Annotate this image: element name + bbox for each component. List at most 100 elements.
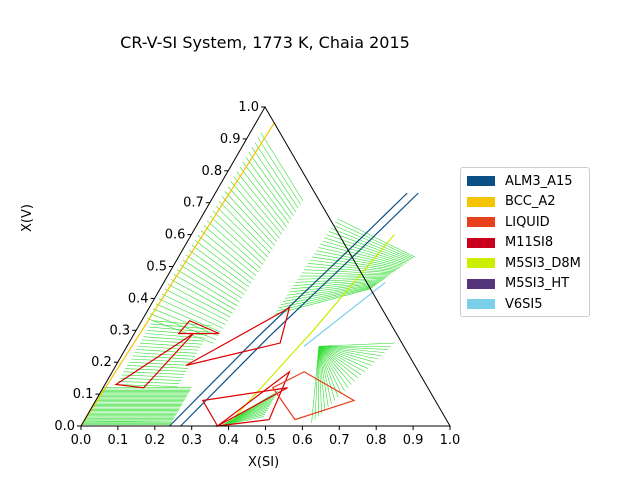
tie-line [318, 346, 362, 376]
tie-line [305, 266, 393, 274]
tie-line [276, 287, 372, 312]
tie-line [179, 264, 240, 303]
tie-line [221, 196, 273, 250]
legend-label: ALM3_A15 [505, 173, 573, 189]
tie-line [322, 240, 405, 265]
legend-item: BCC_A2 [467, 194, 556, 209]
bcc-boundary [80, 122, 275, 427]
tie-line [161, 293, 226, 325]
y-tick-label: 0.9 [220, 132, 241, 147]
tie-line [236, 171, 285, 231]
legend-label: M5SI3_D8M [505, 255, 581, 271]
tie-line [274, 288, 371, 315]
tie-line [170, 279, 233, 314]
tie-line [139, 342, 201, 348]
tie-line [176, 269, 238, 307]
legend-swatch [467, 258, 495, 268]
tie-line [260, 132, 304, 201]
tie-line [143, 336, 204, 342]
tie-line [141, 339, 203, 345]
tie-line [245, 156, 292, 220]
legend-swatch [467, 176, 495, 186]
x-tick-label: 0.9 [403, 433, 424, 448]
tie-line [209, 215, 264, 265]
tie-line [147, 330, 208, 336]
tie-line [132, 355, 194, 360]
tie-line [230, 181, 280, 239]
tie-line [309, 259, 396, 272]
three-phase-triangles [114, 306, 356, 427]
tie-line [182, 259, 243, 299]
legend-item: ALM3_A15 [467, 173, 573, 189]
tie-line [248, 152, 294, 216]
legend-item: LIQUID [467, 214, 550, 230]
tie-line [115, 384, 178, 387]
legend-item: M5SI3_D8M [467, 255, 581, 271]
legend-label: BCC_A2 [505, 194, 556, 209]
d8m-boundary [231, 234, 395, 421]
tie-line [227, 186, 278, 243]
tie-line [200, 230, 257, 276]
x-tick-label: 0.1 [108, 433, 129, 448]
tie-line [254, 142, 299, 209]
tie-line [138, 345, 199, 351]
legend-item: M11SI8 [467, 235, 553, 250]
tie-line [318, 345, 375, 363]
tie-line [218, 200, 271, 254]
tie-line [330, 227, 411, 261]
tie-line [251, 147, 297, 213]
y-tick-label: 0.4 [128, 291, 149, 306]
tie-line [307, 263, 395, 273]
three-phase-triangle [201, 387, 288, 427]
three-phase-triangle [215, 369, 291, 427]
tie-line [287, 282, 380, 296]
v6si5-boundary [303, 281, 386, 347]
tie-line [121, 374, 183, 378]
x-axis-label: X(SI) [248, 455, 280, 470]
tie-line [334, 221, 414, 259]
tie-line [152, 320, 213, 327]
tie-line [318, 346, 329, 407]
tie-line [134, 352, 196, 357]
y-tick-label: 0.7 [183, 196, 204, 211]
tie-line [212, 210, 266, 261]
legend-swatch [467, 299, 495, 309]
tie-line [152, 308, 219, 337]
tie-line [188, 249, 247, 292]
tie-line [318, 346, 322, 414]
tie-line [311, 346, 320, 423]
tie-line [123, 371, 185, 375]
tie-line [295, 277, 386, 283]
y-tick-label: 0.5 [146, 260, 167, 275]
chart-title: CR-V-SI System, 1773 K, Chaia 2015 [120, 33, 410, 52]
tie-line [167, 283, 231, 318]
tie-line [206, 220, 261, 269]
tie-line [316, 250, 400, 268]
tie-line [318, 345, 385, 353]
tie-line [336, 218, 415, 258]
legend-swatch [467, 196, 495, 207]
tie-line [326, 234, 408, 263]
tie-line [318, 346, 326, 411]
tie-line [318, 346, 349, 388]
tie-line [233, 176, 283, 235]
tie-line [125, 368, 187, 372]
y-tick-label: 0.0 [54, 419, 75, 434]
tie-line [130, 358, 192, 363]
legend-item: M5SI3_HT [467, 276, 569, 291]
legend-item: V6SI5 [467, 297, 543, 312]
liquid-region [271, 371, 356, 421]
tie-line [318, 346, 355, 382]
tie-line [280, 285, 375, 306]
legend: ALM3_A15 BCC_A2 LIQUID M11SI8 M5SI3_D8M M5SI3… [460, 167, 590, 317]
x-tick-label: 0.2 [144, 433, 165, 448]
tie-line [318, 345, 388, 350]
legend-label: LIQUID [505, 214, 550, 230]
tie-line [164, 288, 228, 322]
x-tick-label: 0.6 [292, 433, 313, 448]
tie-line [324, 237, 406, 264]
tie-line [185, 254, 245, 295]
tick-marks: 0.0 0.1 0.2 0.3 0.4 0.5 0.6 0.7 0.8 0.9 1.0 0.0 0.1 0… [54, 100, 460, 448]
x-tick-label: 0.3 [181, 433, 202, 448]
tie-line [328, 231, 409, 262]
